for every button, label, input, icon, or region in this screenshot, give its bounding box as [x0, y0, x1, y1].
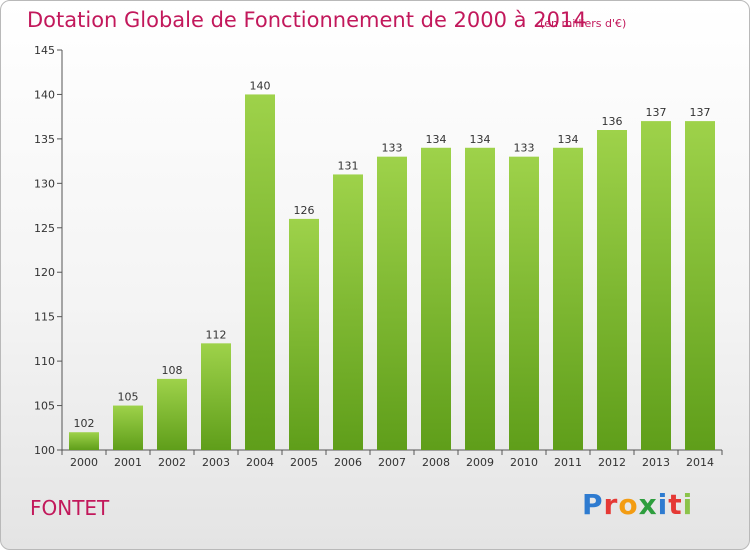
y-tick-label: 125 [34, 222, 55, 235]
bar-2009 [465, 147, 495, 450]
logo-letter: o [618, 488, 639, 521]
x-tick-label: 2014 [686, 456, 714, 469]
bar-2013 [641, 121, 671, 450]
x-tick-label: 2012 [598, 456, 626, 469]
logo-letter: r [603, 488, 619, 521]
bar-2007 [377, 156, 407, 450]
data-label: 126 [294, 204, 315, 217]
x-tick-label: 2005 [290, 456, 318, 469]
data-labels: 102 105 108 112 140 126 131 133 134 134 133 134 136 1… [74, 79, 711, 430]
data-label: 108 [162, 364, 183, 377]
bar-2008 [421, 147, 451, 450]
x-tick-label: 2002 [158, 456, 186, 469]
data-label: 136 [602, 115, 623, 128]
x-tick-label: 2000 [70, 456, 98, 469]
y-tick-label: 135 [34, 133, 55, 146]
bar-2014 [685, 121, 715, 450]
bar-2004 [245, 94, 275, 450]
logo-letter: i [657, 488, 669, 521]
y-tick-label: 140 [34, 88, 55, 101]
bar-2005 [289, 218, 319, 450]
x-tick-label: 2013 [642, 456, 670, 469]
data-label: 133 [514, 142, 535, 155]
bar-2010 [509, 156, 539, 450]
proxiti-logo: Proxiti [582, 488, 693, 521]
chart-title: Dotation Globale de Fonctionnement de 20… [27, 8, 587, 32]
data-label: 131 [338, 159, 359, 172]
x-tick-label: 2011 [554, 456, 582, 469]
bar-2001 [113, 405, 143, 450]
data-label: 137 [690, 106, 711, 119]
data-label: 102 [74, 417, 95, 430]
data-label: 137 [646, 106, 667, 119]
x-tick-label: 2004 [246, 456, 274, 469]
y-tick-label: 120 [34, 266, 55, 279]
y-tick-label: 145 [34, 44, 55, 57]
bar-2000 [69, 432, 99, 450]
data-label: 133 [382, 142, 403, 155]
bar-2011 [553, 147, 583, 450]
data-label: 140 [250, 79, 271, 92]
logo-letter: x [638, 488, 658, 521]
y-tick-label: 130 [34, 177, 55, 190]
x-tick-label: 2007 [378, 456, 406, 469]
commune-name: FONTET [30, 496, 110, 520]
x-tick-label: 2008 [422, 456, 450, 469]
bar-2012 [597, 130, 627, 450]
y-tick-label: 115 [34, 311, 55, 324]
x-tick-label: 2009 [466, 456, 494, 469]
x-tick-label: 2001 [114, 456, 142, 469]
data-label: 134 [426, 133, 447, 146]
y-tick-label: 100 [34, 444, 55, 457]
x-tick-label: 2006 [334, 456, 362, 469]
bar-2003 [201, 343, 231, 450]
y-tick-label: 105 [34, 400, 55, 413]
bar-2006 [333, 174, 363, 450]
x-tick-label: 2010 [510, 456, 538, 469]
data-label: 134 [470, 133, 491, 146]
x-tick-label: 2003 [202, 456, 230, 469]
y-tick-label: 110 [34, 355, 55, 368]
logo-letter: t [668, 488, 683, 521]
logo-letter: P [582, 488, 604, 521]
unit-note: (en milliers d'€) [540, 17, 627, 30]
data-label: 134 [558, 133, 579, 146]
logo-letter: i [682, 488, 694, 521]
bars [69, 94, 715, 450]
data-label: 105 [118, 391, 139, 404]
bar-2002 [157, 378, 187, 450]
data-label: 112 [206, 328, 227, 341]
